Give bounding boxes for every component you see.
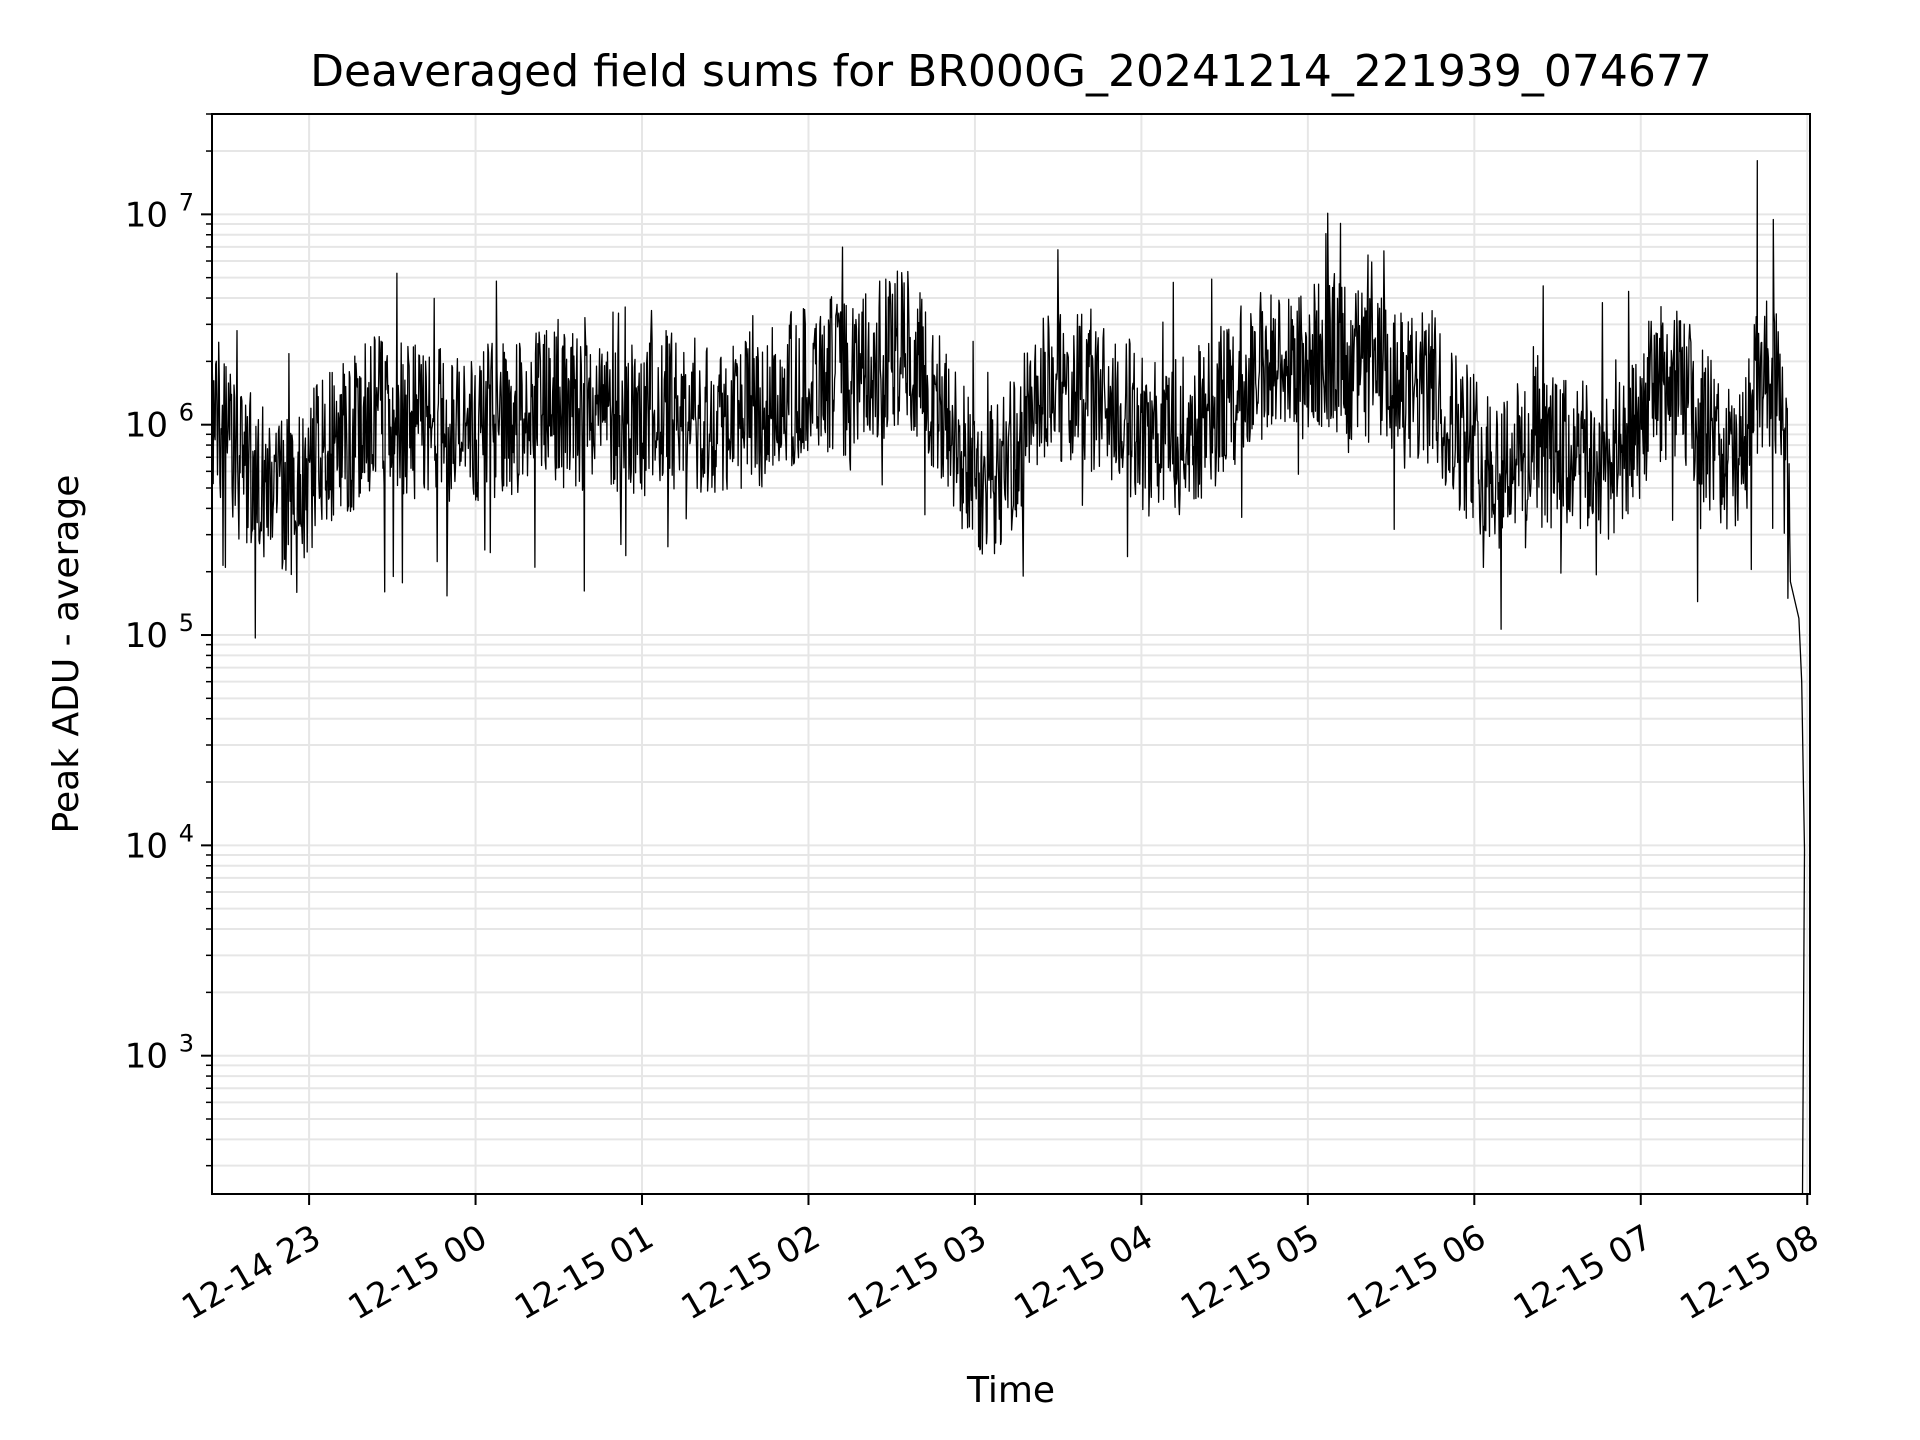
series-layer [211,160,1806,1195]
y-tick-exponent: 6 [179,399,194,427]
y-ticks: 10 3 10 4 10 5 10 6 10 7 [125,113,212,1167]
y-tick-label: 10 [125,195,168,235]
x-axis-label: Time [966,1370,1055,1411]
grid [212,113,1810,1194]
y-tick-label: 10 [125,826,168,866]
y-tick-label: 10 [125,406,168,446]
y-tick-exponent: 3 [179,1030,194,1058]
y-tick-exponent: 4 [179,819,194,847]
series-line [211,160,1806,1195]
chart-title: Deaveraged field sums for BR000G_2024121… [310,46,1712,97]
y-tick-exponent: 5 [179,609,194,637]
y-axis-label: Peak ADU - average [46,475,87,834]
y-tick-exponent: 7 [179,188,194,216]
plot-frame [211,113,1811,1195]
y-tick-label: 10 [125,616,168,656]
y-tick-label: 10 [125,1037,168,1077]
